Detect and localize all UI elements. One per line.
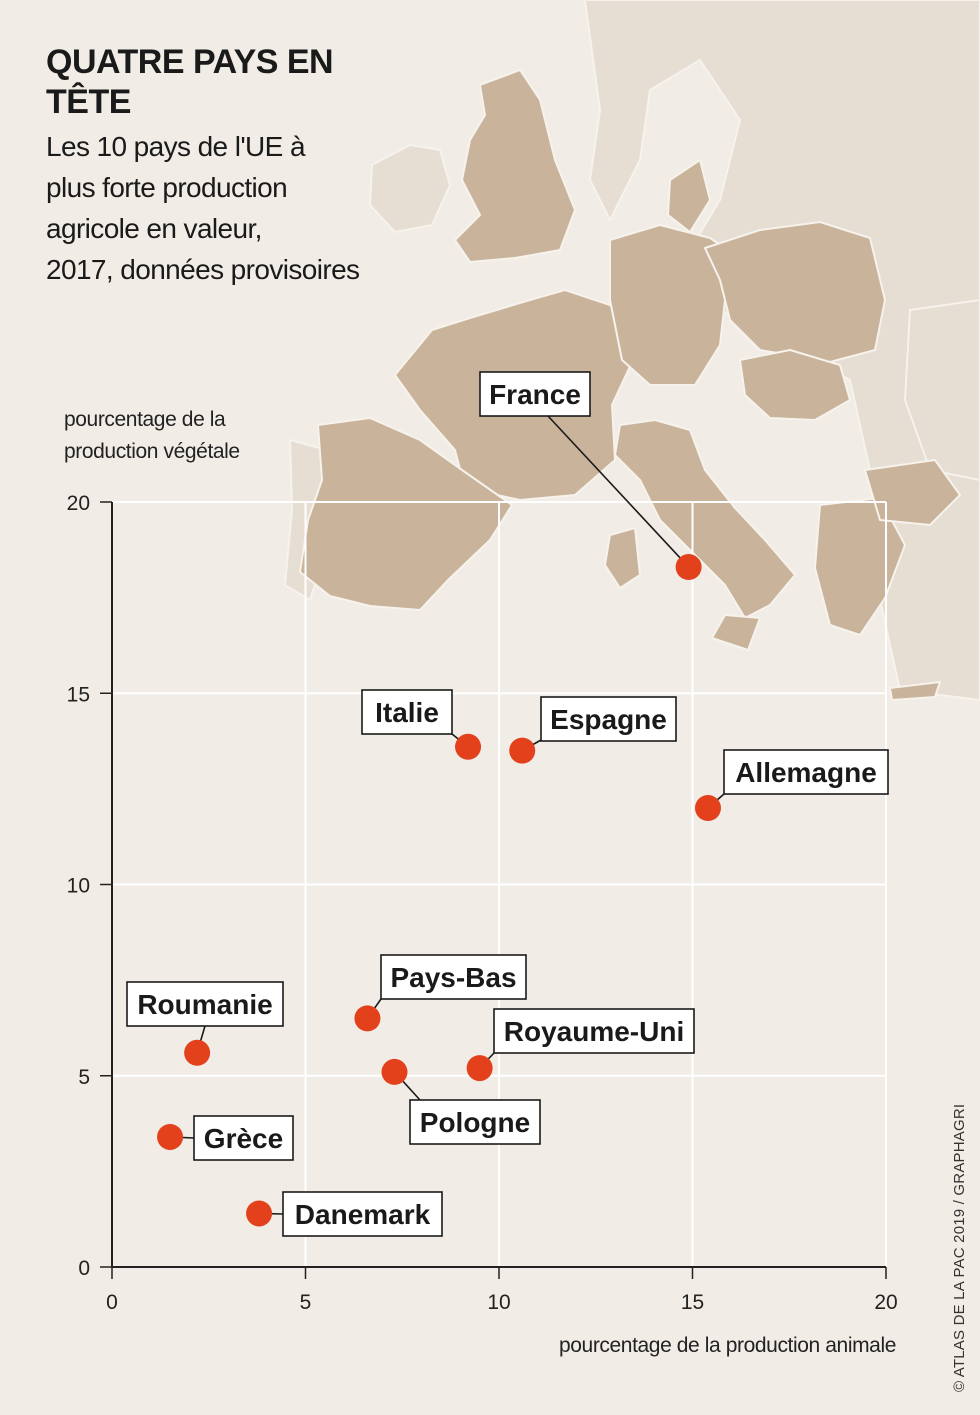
data-point xyxy=(184,1039,211,1066)
data-point xyxy=(675,554,702,581)
data-label-box xyxy=(540,696,677,742)
y-tick-label: 20 xyxy=(67,492,90,515)
y-axis-label: pourcentage de la production végétale xyxy=(64,404,324,468)
x-tick-label: 20 xyxy=(874,1291,897,1314)
subtitle-line: agricole en valeur, xyxy=(46,213,262,244)
chart-subtitle: Les 10 pays de l'UE à plus forte product… xyxy=(46,126,406,290)
data-label: Allemagne xyxy=(723,749,889,795)
x-tick-label: 15 xyxy=(681,1291,704,1314)
y-axis-label-line: production végétale xyxy=(64,440,240,463)
data-label: Roumanie xyxy=(126,981,284,1027)
y-tick-label: 0 xyxy=(78,1257,90,1280)
label-connectors xyxy=(170,415,725,1215)
y-axis-label-line: pourcentage de la xyxy=(64,408,226,431)
x-tick-label: 10 xyxy=(487,1291,510,1314)
data-label-box xyxy=(380,954,527,1000)
data-label-box xyxy=(479,371,591,417)
data-label-box xyxy=(126,981,284,1027)
data-label: Grèce xyxy=(193,1115,294,1161)
data-point xyxy=(381,1058,408,1085)
data-label-text: Italie xyxy=(375,697,439,728)
data-label-text: Roumanie xyxy=(137,989,272,1020)
data-points xyxy=(157,554,721,1227)
x-tick-label: 0 xyxy=(106,1291,118,1314)
chart-axes: 0 5 10 15 20 0 5 10 15 20 xyxy=(67,492,898,1314)
chart-title: QUATRE PAYS EN TÊTE xyxy=(46,43,334,121)
label-connector xyxy=(547,415,690,568)
data-point xyxy=(466,1055,493,1082)
chart-grid xyxy=(112,501,887,1267)
data-label: France xyxy=(479,371,591,417)
subtitle-line: Les 10 pays de l'UE à xyxy=(46,131,306,162)
y-tick-label: 15 xyxy=(67,683,90,706)
x-axis-label: pourcentage de la production animale xyxy=(558,1334,896,1357)
data-label-text: Allemagne xyxy=(735,757,877,788)
x-tick-label: 5 xyxy=(300,1291,312,1314)
title-block: QUATRE PAYS EN TÊTE Les 10 pays de l'UE … xyxy=(46,42,406,290)
data-label-box xyxy=(282,1191,443,1237)
data-label-box xyxy=(493,1008,695,1054)
data-label: Pologne xyxy=(409,1099,541,1145)
data-point xyxy=(455,733,482,760)
data-point xyxy=(354,1005,381,1032)
data-label-text: Danemark xyxy=(295,1199,431,1230)
data-label: Italie xyxy=(361,689,453,735)
data-label-box xyxy=(193,1115,294,1161)
data-label-text: Espagne xyxy=(550,704,667,735)
data-label: Espagne xyxy=(540,696,677,742)
data-label-box xyxy=(409,1099,541,1145)
data-point xyxy=(509,737,536,764)
y-tick-label: 5 xyxy=(78,1066,90,1089)
data-label: Danemark xyxy=(282,1191,443,1237)
subtitle-line: plus forte production xyxy=(46,172,288,203)
data-label-text: Grèce xyxy=(204,1123,283,1154)
data-label-text: Pologne xyxy=(420,1107,530,1138)
data-labels: France Italie Espagne Allemagne Pays-Bas Roum… xyxy=(126,371,889,1237)
data-label-text: Royaume-Uni xyxy=(504,1016,684,1047)
data-label: Royaume-Uni xyxy=(493,1008,695,1054)
data-point xyxy=(694,795,721,821)
data-label-box xyxy=(361,689,453,735)
data-label-text: Pays-Bas xyxy=(390,962,516,993)
y-tick-label: 10 xyxy=(67,875,90,898)
data-point xyxy=(157,1123,184,1150)
data-point xyxy=(246,1200,273,1227)
subtitle-line: 2017, données provisoires xyxy=(46,254,360,285)
data-label-text: France xyxy=(489,379,581,410)
data-label: Pays-Bas xyxy=(380,954,527,1000)
data-label-box xyxy=(723,749,889,795)
